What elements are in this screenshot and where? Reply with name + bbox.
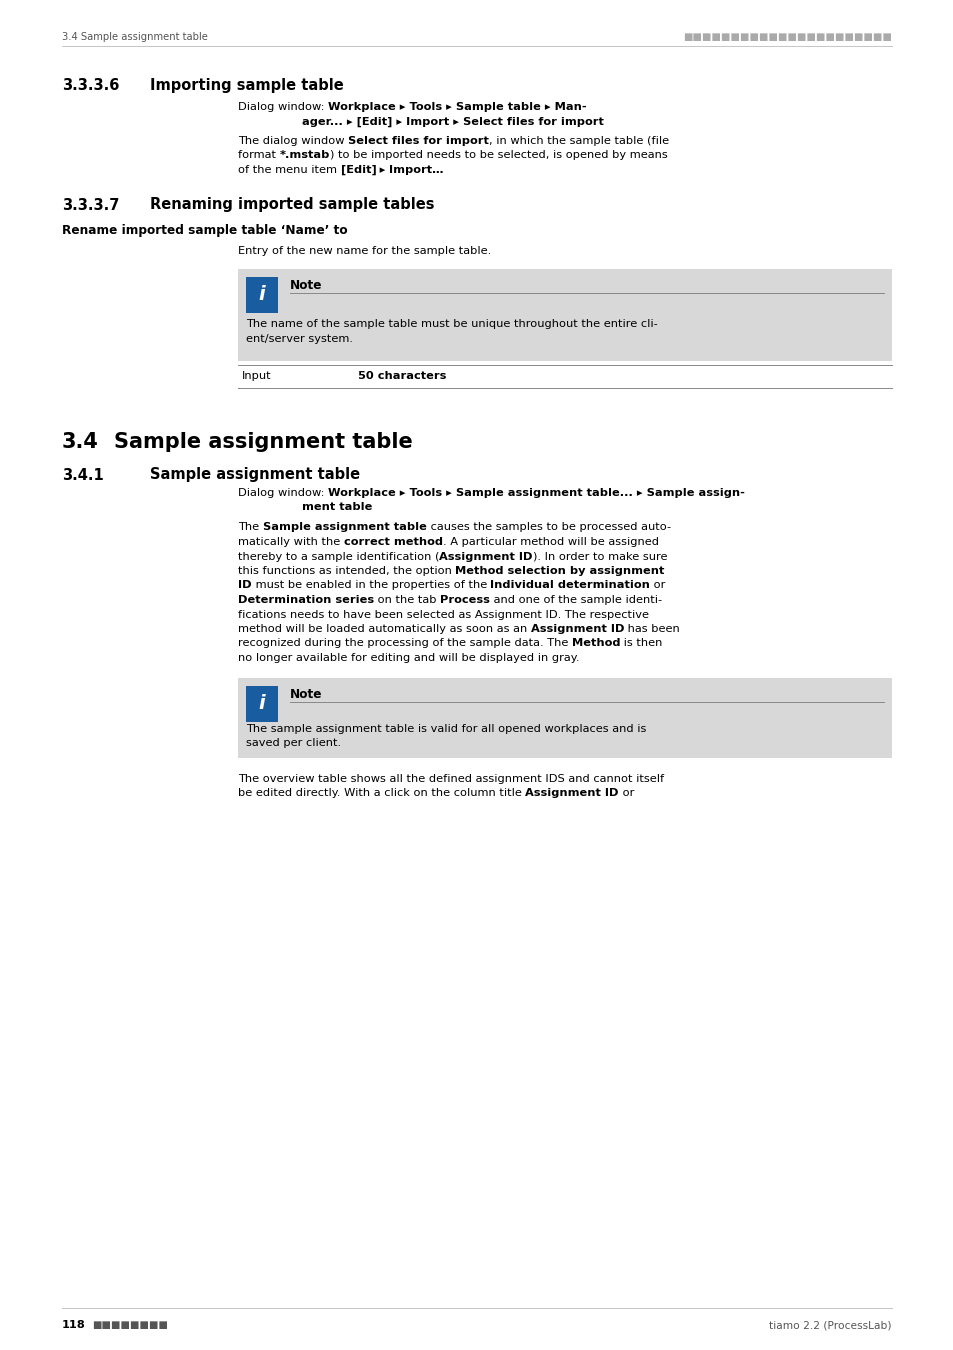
Text: recognized during the processing of the sample data. The: recognized during the processing of the … [237,639,572,648]
Text: ) to be imported needs to be selected, is opened by means: ) to be imported needs to be selected, i… [330,150,667,161]
Text: has been: has been [623,624,679,634]
Text: Entry of the new name for the sample table.: Entry of the new name for the sample tab… [237,247,491,256]
Text: The dialog window: The dialog window [237,136,348,146]
Text: Importing sample table: Importing sample table [150,78,343,93]
Text: The sample assignment table is valid for all opened workplaces and is: The sample assignment table is valid for… [246,724,646,733]
Text: is then: is then [619,639,662,648]
Text: Sample assignment table: Sample assignment table [113,432,413,451]
Text: Dialog window:: Dialog window: [237,103,328,112]
FancyBboxPatch shape [237,678,891,757]
Text: ■■■■■■■■: ■■■■■■■■ [91,1320,168,1330]
Text: Workplace ▸ Tools ▸ Sample assignment table... ▸ Sample assign-: Workplace ▸ Tools ▸ Sample assignment ta… [328,487,744,498]
Text: 3.3.3.6: 3.3.3.6 [62,78,119,93]
Text: ent/server system.: ent/server system. [246,333,353,343]
Text: *.mstab: *.mstab [279,150,330,161]
Text: Sample assignment table: Sample assignment table [262,522,426,532]
Text: ■■■■■■■■■■■■■■■■■■■■■■: ■■■■■■■■■■■■■■■■■■■■■■ [682,32,891,42]
FancyBboxPatch shape [246,277,277,313]
Text: Determination series: Determination series [237,595,374,605]
Text: Method: Method [572,639,619,648]
Text: be edited directly. With a click on the column title: be edited directly. With a click on the … [237,788,525,798]
Text: Sample assignment table: Sample assignment table [150,467,359,482]
Text: or: or [650,580,665,590]
Text: Note: Note [290,687,322,701]
Text: thereby to a sample identification (: thereby to a sample identification ( [237,552,439,562]
Text: Assignment ID: Assignment ID [439,552,533,562]
Text: 3.4: 3.4 [62,432,99,451]
Text: fications needs to have been selected as Assignment ID. The respective: fications needs to have been selected as… [237,609,648,620]
Text: i: i [258,285,265,305]
Text: 3.4 Sample assignment table: 3.4 Sample assignment table [62,32,208,42]
Text: 3.4.1: 3.4.1 [62,467,104,482]
Text: Note: Note [290,279,322,292]
Text: of the menu item: of the menu item [237,165,340,176]
Text: causes the samples to be processed auto-: causes the samples to be processed auto- [426,522,670,532]
Text: 118: 118 [62,1320,86,1330]
Text: Dialog window:: Dialog window: [237,487,328,498]
Text: format: format [237,150,279,161]
Text: must be enabled in the properties of the: must be enabled in the properties of the [252,580,490,590]
Text: no longer available for editing and will be displayed in gray.: no longer available for editing and will… [237,653,578,663]
Text: i: i [258,694,265,713]
Text: Input: Input [242,371,272,381]
Text: saved per client.: saved per client. [246,738,341,748]
Text: The overview table shows all the defined assignment IDS and cannot itself: The overview table shows all the defined… [237,774,663,783]
FancyBboxPatch shape [237,269,891,360]
Text: ager... ▸ [Edit] ▸ Import ▸ Select files for import: ager... ▸ [Edit] ▸ Import ▸ Select files… [302,116,603,127]
Text: and one of the sample identi-: and one of the sample identi- [490,595,661,605]
Text: method will be loaded automatically as soon as an: method will be loaded automatically as s… [237,624,530,634]
Text: ). In order to make sure: ). In order to make sure [533,552,667,562]
Text: Select files for import: Select files for import [348,136,489,146]
Text: The name of the sample table must be unique throughout the entire cli-: The name of the sample table must be uni… [246,319,657,329]
Text: Individual determination: Individual determination [490,580,650,590]
Text: ID: ID [237,580,252,590]
Text: ▸: ▸ [376,165,389,176]
Text: The: The [237,522,262,532]
Text: Assignment ID: Assignment ID [530,624,623,634]
Text: matically with the: matically with the [237,537,343,547]
Text: Workplace ▸ Tools ▸ Sample table ▸ Man-: Workplace ▸ Tools ▸ Sample table ▸ Man- [328,103,586,112]
Text: or: or [618,788,634,798]
Text: correct method: correct method [343,537,442,547]
FancyBboxPatch shape [246,686,277,721]
Text: 50 characters: 50 characters [357,371,446,381]
Text: . A particular method will be assigned: . A particular method will be assigned [442,537,659,547]
Text: Process: Process [439,595,490,605]
Text: this functions as intended, the option: this functions as intended, the option [237,566,455,576]
Text: Method selection by assignment: Method selection by assignment [455,566,664,576]
Text: 3.3.3.7: 3.3.3.7 [62,197,119,212]
Text: , in which the sample table (file: , in which the sample table (file [489,136,668,146]
Text: on the tab: on the tab [374,595,439,605]
Text: Import…: Import… [389,165,443,176]
Text: Rename imported sample table ‘Name’ to: Rename imported sample table ‘Name’ to [62,224,347,238]
Text: [Edit]: [Edit] [340,165,376,176]
Text: tiamo 2.2 (ProcessLab): tiamo 2.2 (ProcessLab) [769,1320,891,1330]
Text: Assignment ID: Assignment ID [525,788,618,798]
Text: ment table: ment table [302,502,372,512]
Text: Renaming imported sample tables: Renaming imported sample tables [150,197,434,212]
